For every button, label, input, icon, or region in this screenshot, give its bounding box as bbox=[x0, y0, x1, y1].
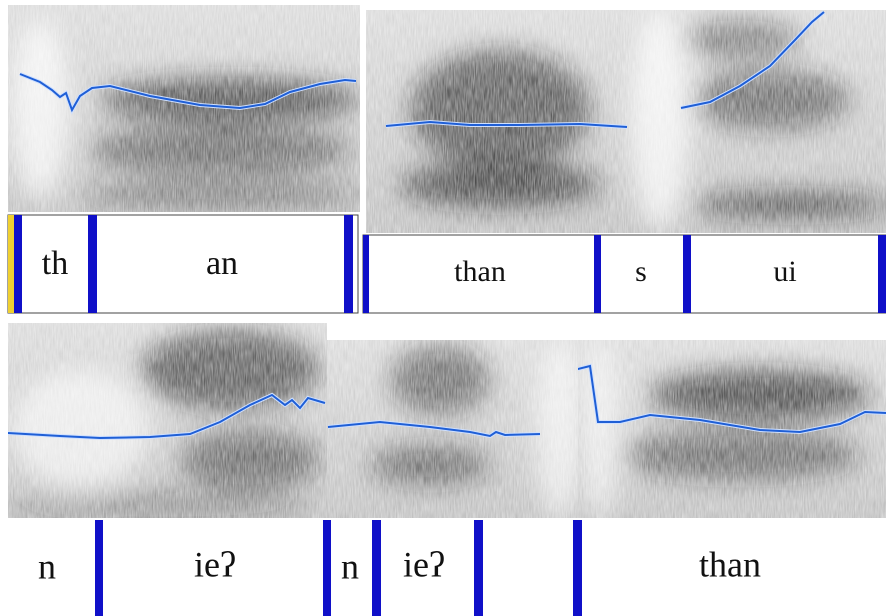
segment-label: s bbox=[635, 255, 647, 288]
spectrogram bbox=[574, 340, 886, 520]
spectrogram bbox=[8, 323, 327, 518]
segment-label: n bbox=[38, 546, 56, 586]
spectrogram bbox=[8, 5, 360, 212]
spectrogram bbox=[366, 10, 886, 233]
segment-label: ui bbox=[773, 255, 796, 288]
segment-label: an bbox=[206, 245, 238, 282]
segment-label: ieʔ bbox=[194, 544, 236, 584]
segment-label: than bbox=[454, 255, 506, 288]
segment-label: n bbox=[341, 546, 359, 586]
segment-label: ieʔ bbox=[403, 544, 445, 584]
figure: th an than s ui n ieʔ n ieʔ than bbox=[0, 0, 886, 616]
segment-label: th bbox=[42, 245, 68, 282]
segment-label: than bbox=[699, 544, 761, 584]
spectrogram bbox=[327, 340, 585, 520]
